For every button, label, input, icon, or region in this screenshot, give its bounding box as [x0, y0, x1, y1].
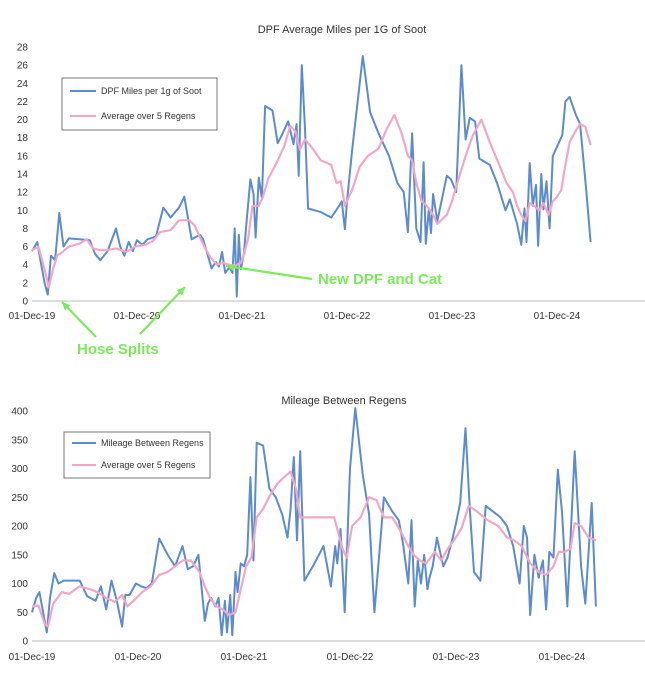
x-tick-label: 01-Dec-23 — [433, 652, 480, 663]
y-tick-labels: 0 50 100 150 200 250 300 350 400 — [11, 407, 28, 648]
x-tick-label: 01-Dec-21 — [219, 311, 266, 322]
arrow-hose-1 — [61, 301, 97, 338]
y-tick-label: 0 — [22, 297, 28, 308]
y-tick-label: 4 — [22, 260, 28, 271]
arrow-head — [62, 302, 71, 311]
y-tick-label: 20 — [17, 115, 29, 126]
y-tick-label: 22 — [17, 97, 29, 108]
arrow-head — [226, 263, 235, 272]
arrow-new-dpf — [225, 264, 313, 281]
y-tick-label: 400 — [11, 407, 28, 418]
legend-label-main: DPF Miles per 1g of Soot — [101, 86, 202, 96]
y-tick-label: 50 — [17, 608, 29, 619]
x-tick-labels: 01-Dec-19 01-Dec-20 01-Dec-21 01-Dec-22 01-D… — [9, 311, 581, 322]
series-line-average — [31, 470, 597, 628]
x-tick-label: 01-Dec-20 — [115, 652, 162, 663]
y-tick-label: 14 — [17, 170, 29, 181]
x-tick-labels: 01-Dec-19 01-Dec-20 01-Dec-21 01-Dec-22 01-D… — [9, 652, 586, 663]
y-tick-label: 18 — [17, 133, 29, 144]
annotation-hose-splits: Hose Splits — [77, 341, 159, 358]
legend: DPF Miles per 1g of Soot Average over 5 … — [61, 77, 218, 131]
y-tick-label: 200 — [11, 522, 28, 533]
y-tick-label: 26 — [17, 61, 29, 72]
y-tick-label: 6 — [22, 242, 28, 253]
arrow-hose-2 — [139, 286, 186, 335]
series-line-average — [31, 113, 592, 289]
legend: Mileage Between Regens Average over 5 Re… — [63, 431, 211, 479]
legend-label-avg: Average over 5 Regens — [101, 111, 196, 121]
y-tick-label: 2 — [22, 278, 28, 289]
series-group — [31, 55, 592, 298]
y-tick-label: 16 — [17, 151, 29, 162]
series-group — [31, 407, 597, 637]
x-tick-label: 01-Dec-24 — [534, 311, 581, 322]
legend-box — [63, 431, 211, 479]
y-tick-label: 28 — [17, 43, 29, 54]
x-tick-label: 01-Dec-19 — [9, 311, 56, 322]
annotation-new-dpf: New DPF and Cat — [318, 271, 442, 288]
chart-soot: DPF Average Miles per 1G of Soot 0246810… — [9, 24, 645, 358]
y-tick-label: 350 — [11, 435, 28, 446]
y-tick-label: 250 — [11, 493, 28, 504]
x-tick-label: 01-Dec-23 — [429, 311, 476, 322]
y-tick-label: 8 — [22, 224, 28, 235]
annotations: New DPF and Cat Hose Splits — [61, 263, 442, 358]
series-line-main — [31, 407, 597, 637]
y-tick-label: 0 — [22, 637, 28, 648]
y-tick-label: 300 — [11, 464, 28, 475]
x-tick-label: 01-Dec-22 — [327, 652, 374, 663]
legend-box — [61, 77, 218, 131]
x-tick-label: 01-Dec-24 — [539, 652, 586, 663]
y-tick-label: 24 — [17, 79, 29, 90]
x-tick-label: 01-Dec-19 — [9, 652, 56, 663]
legend-label-avg: Average over 5 Regens — [101, 460, 196, 470]
y-tick-label: 150 — [11, 550, 28, 561]
x-tick-label: 01-Dec-22 — [324, 311, 371, 322]
chart-mileage: Mileage Between Regens 0 50 100 150 200 250 30… — [9, 395, 645, 663]
y-tick-label: 12 — [17, 188, 29, 199]
chart-title: DPF Average Miles per 1G of Soot — [258, 24, 427, 36]
y-tick-label: 100 — [11, 579, 28, 590]
chart-title: Mileage Between Regens — [281, 395, 407, 407]
arrow-head — [176, 287, 185, 296]
x-tick-label: 01-Dec-21 — [221, 652, 268, 663]
legend-label-main: Mileage Between Regens — [101, 438, 204, 448]
y-tick-label: 10 — [17, 206, 29, 217]
x-tick-label: 01-Dec-20 — [114, 311, 161, 322]
